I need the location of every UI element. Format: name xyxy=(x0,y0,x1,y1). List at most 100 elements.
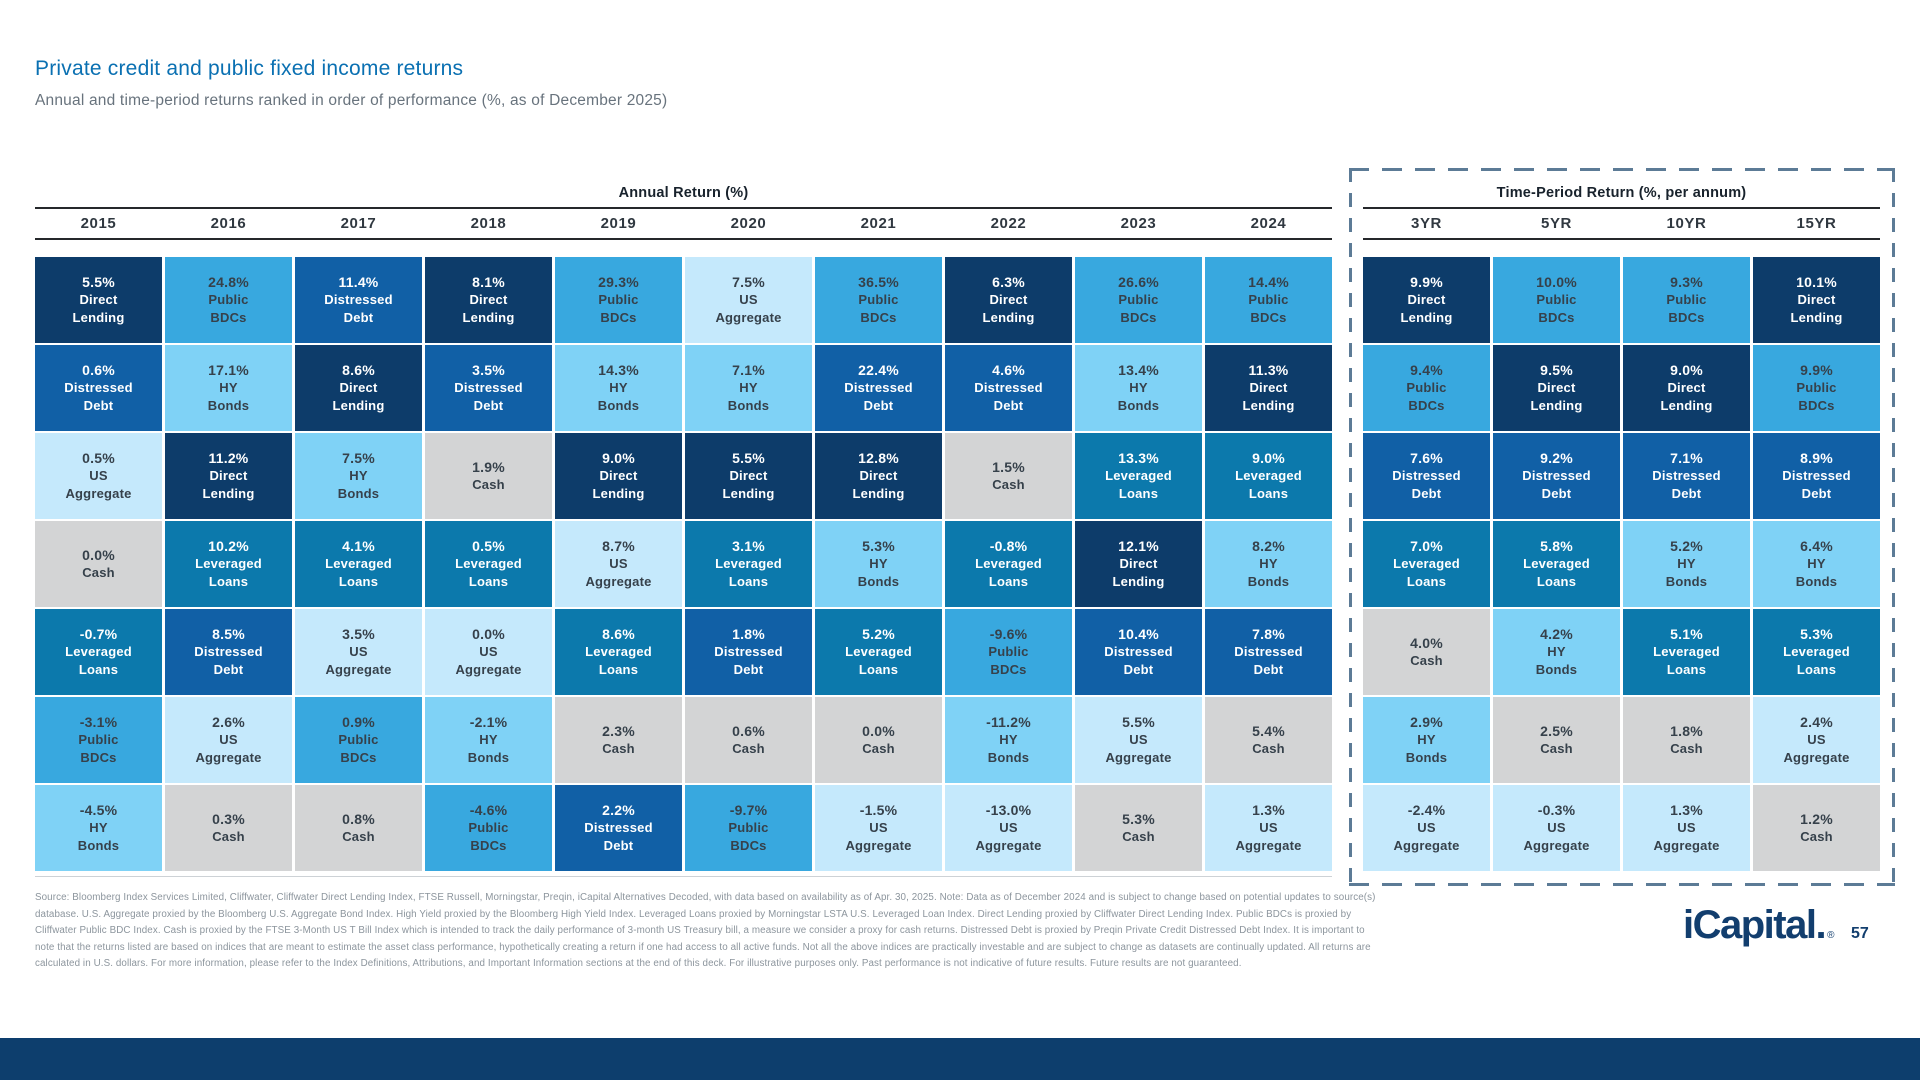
asset-class-label: Leveraged Loans xyxy=(715,556,782,589)
return-value: 2.5% xyxy=(1540,723,1573,739)
icapital-wordmark: iCapital. xyxy=(1683,903,1827,947)
asset-class-label: Leveraged Loans xyxy=(585,644,652,677)
return-value: 9.0% xyxy=(602,450,635,466)
return-value: 4.0% xyxy=(1410,635,1443,651)
return-cell: 5.5% Direct Lending xyxy=(685,433,812,519)
return-value: 1.2% xyxy=(1800,811,1833,827)
return-value: 0.6% xyxy=(82,362,115,378)
return-cell: -3.1% Public BDCs xyxy=(35,697,162,783)
return-value: 13.4% xyxy=(1118,362,1159,378)
column-header-2023: 2023 xyxy=(1120,215,1157,232)
asset-class-label: Distressed Debt xyxy=(324,292,393,325)
return-value: 8.7% xyxy=(602,538,635,554)
return-value: 7.1% xyxy=(732,362,765,378)
return-cell: 5.8% Leveraged Loans xyxy=(1493,521,1620,607)
return-cell: 22.4% Distressed Debt xyxy=(815,345,942,431)
source-footnote: Source: Bloomberg Index Services Limited… xyxy=(35,892,1376,969)
page-title: Private credit and public fixed income r… xyxy=(35,57,464,80)
return-cell: 5.3% HY Bonds xyxy=(815,521,942,607)
return-value: 8.6% xyxy=(602,626,635,642)
asset-class-label: Cash xyxy=(992,477,1025,492)
return-value: 9.2% xyxy=(1540,450,1573,466)
return-cell: 8.1% Direct Lending xyxy=(425,257,552,343)
annual-return-table: Annual Return (%) 2015 2016 2017 2018 2019 20… xyxy=(35,174,1332,877)
column-header-2022: 2022 xyxy=(990,215,1027,232)
asset-class-label: Cash xyxy=(342,829,375,844)
return-cell: 9.5% Direct Lending xyxy=(1493,345,1620,431)
return-cell: 1.8% Distressed Debt xyxy=(685,609,812,695)
return-value: 8.1% xyxy=(472,274,505,290)
return-cell: -2.1% HY Bonds xyxy=(425,697,552,783)
column-header-15yr: 15YR xyxy=(1796,215,1837,232)
asset-class-label: US Aggregate xyxy=(585,556,652,589)
return-value: -9.6% xyxy=(989,626,1028,642)
return-value: 9.0% xyxy=(1670,362,1703,378)
time-period-return-grid: 9.9% Direct Lending 9.4% Public BDCs 7.6% Dis… xyxy=(1363,257,1880,871)
asset-class-label: HY Bonds xyxy=(77,820,120,853)
time-period-headers: 3YR 5YR 10YR 15YR xyxy=(1363,209,1880,238)
asset-class-label: Public BDCs xyxy=(728,820,769,853)
return-cell: 2.6% US Aggregate xyxy=(165,697,292,783)
return-cell: 17.1% HY Bonds xyxy=(165,345,292,431)
return-cell: 6.3% Direct Lending xyxy=(945,257,1072,343)
asset-class-label: Cash xyxy=(1252,741,1285,756)
column-header-2015: 2015 xyxy=(80,215,117,232)
asset-class-label: US Aggregate xyxy=(455,644,522,677)
return-cell: 8.6% Direct Lending xyxy=(295,345,422,431)
annual-return-heading: Annual Return (%) xyxy=(618,185,749,201)
asset-class-label: Cash xyxy=(602,741,635,756)
asset-class-label: HY Bonds xyxy=(1247,556,1290,589)
column-header-2021: 2021 xyxy=(860,215,897,232)
return-cell: 10.4% Distressed Debt xyxy=(1075,609,1202,695)
asset-class-label: Public BDCs xyxy=(468,820,509,853)
return-cell: -11.2% HY Bonds xyxy=(945,697,1072,783)
return-value: 5.3% xyxy=(1800,626,1833,642)
return-value: 10.2% xyxy=(208,538,249,554)
return-value: 0.0% xyxy=(862,723,895,739)
return-value: 3.5% xyxy=(472,362,505,378)
return-value: 0.0% xyxy=(472,626,505,642)
asset-class-label: Distressed Debt xyxy=(1104,644,1173,677)
return-cell: 10.1% Direct Lending xyxy=(1753,257,1880,343)
asset-class-label: Cash xyxy=(1540,741,1573,756)
return-cell: 8.7% US Aggregate xyxy=(555,521,682,607)
return-cell: 0.5% Leveraged Loans xyxy=(425,521,552,607)
time-period-heading: Time-Period Return (%, per annum) xyxy=(1496,185,1747,201)
return-value: 10.4% xyxy=(1118,626,1159,642)
return-value: 12.8% xyxy=(858,450,899,466)
asset-class-label: Leveraged Loans xyxy=(195,556,262,589)
return-value: 5.5% xyxy=(1122,714,1155,730)
asset-class-label: Distressed Debt xyxy=(194,644,263,677)
return-value: 4.6% xyxy=(992,362,1025,378)
return-value: -2.4% xyxy=(1407,802,1446,818)
asset-class-label: Cash xyxy=(1410,653,1443,668)
asset-class-label: Cash xyxy=(732,741,765,756)
return-value: 0.5% xyxy=(82,450,115,466)
return-value: -3.1% xyxy=(79,714,118,730)
asset-class-label: Cash xyxy=(1122,829,1155,844)
return-cell: 3.5% Distressed Debt xyxy=(425,345,552,431)
return-value: -9.7% xyxy=(729,802,768,818)
return-value: 14.4% xyxy=(1248,274,1289,290)
asset-class-label: Distressed Debt xyxy=(1392,468,1461,501)
asset-class-label: Public BDCs xyxy=(988,644,1029,677)
return-value: 0.6% xyxy=(732,723,765,739)
return-cell: 2.9% HY Bonds xyxy=(1363,697,1490,783)
return-cell: 8.2% HY Bonds xyxy=(1205,521,1332,607)
return-cell: 9.3% Public BDCs xyxy=(1623,257,1750,343)
return-value: 1.9% xyxy=(472,459,505,475)
asset-class-label: Direct Lending xyxy=(592,468,645,501)
return-cell: 0.0% Cash xyxy=(815,697,942,783)
asset-class-label: US Aggregate xyxy=(325,644,392,677)
asset-class-label: Public BDCs xyxy=(338,732,379,765)
asset-class-label: Leveraged Loans xyxy=(325,556,392,589)
return-value: 9.3% xyxy=(1670,274,1703,290)
return-value: 2.6% xyxy=(212,714,245,730)
return-value: 17.1% xyxy=(208,362,249,378)
return-cell: 2.3% Cash xyxy=(555,697,682,783)
asset-class-label: HY Bonds xyxy=(207,380,250,413)
return-value: 5.2% xyxy=(1670,538,1703,554)
return-cell: 9.0% Direct Lending xyxy=(1623,345,1750,431)
dashed-border-left xyxy=(1349,168,1352,886)
asset-class-label: Direct Lending xyxy=(462,292,515,325)
